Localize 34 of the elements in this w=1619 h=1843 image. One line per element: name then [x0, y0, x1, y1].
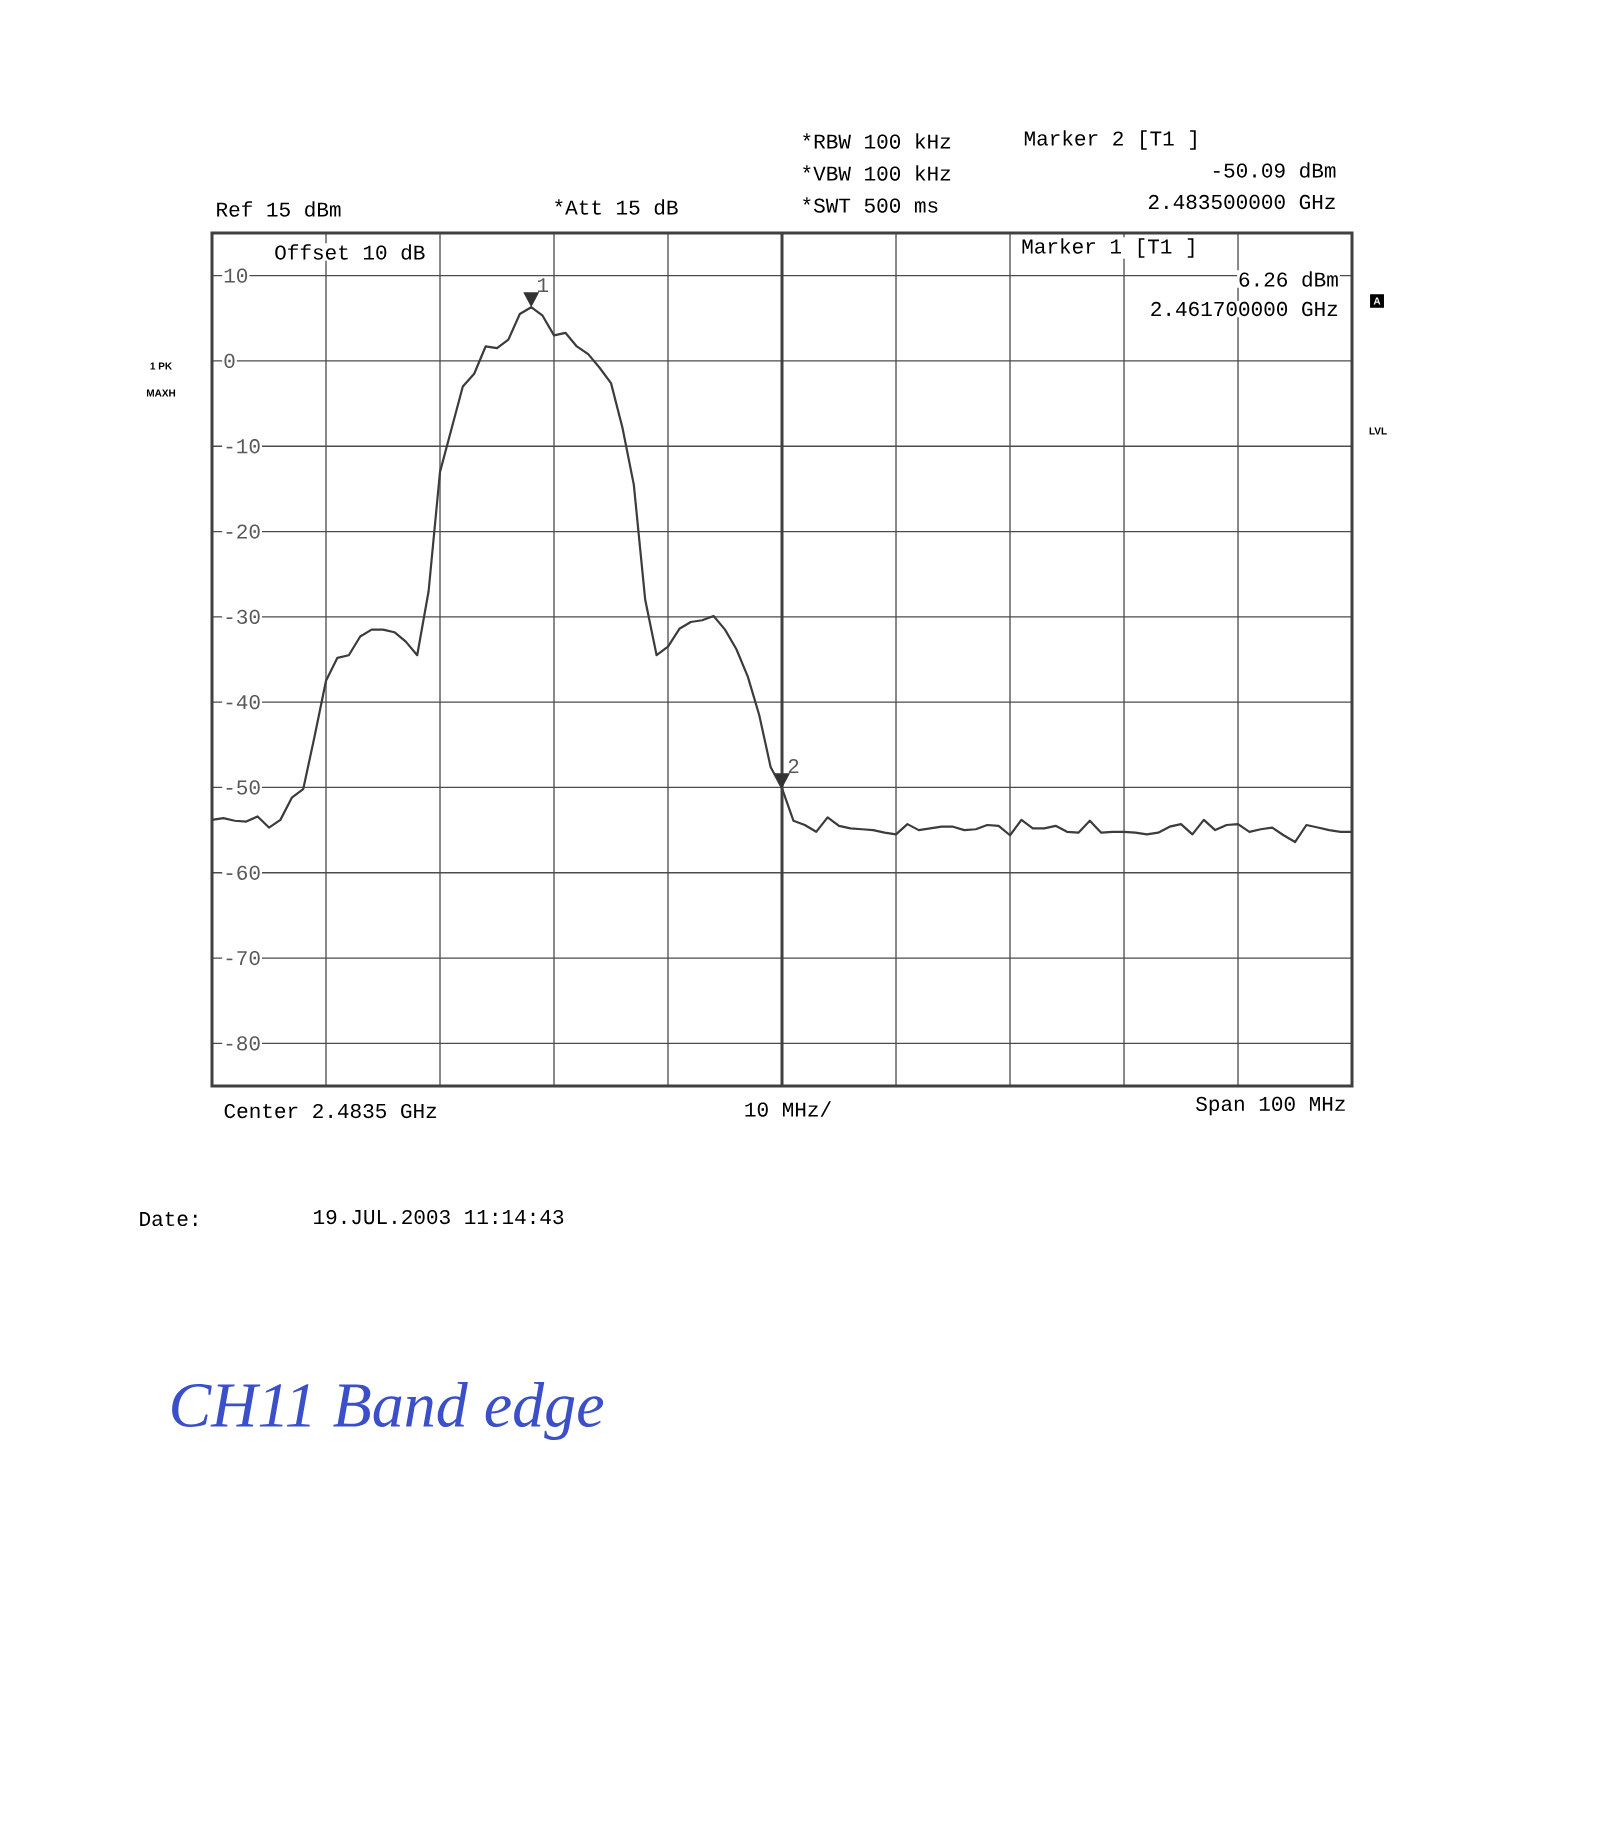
text: -50.09 dBm [1213, 162, 1336, 178]
annotation: 2 [788, 759, 799, 774]
annotation: Offset 10 dB [275, 244, 425, 260]
y-tick-label: -20 [226, 524, 260, 539]
text: LVL [1369, 427, 1387, 435]
text: *Att 15 dB [555, 199, 678, 215]
text: 10 MHz/ [745, 1101, 831, 1117]
y-tick-label: -70 [226, 950, 260, 966]
annotation: Marker 1 [T1 ] [1022, 238, 1194, 258]
y-tick-label: 0 [224, 353, 235, 369]
y-tick-label: -60 [226, 865, 260, 880]
y-tick-label: -80 [226, 1036, 260, 1051]
text: Ref 15 dBm [217, 201, 341, 217]
text: *VBW 100 kHz [803, 165, 951, 181]
annotation: 2.461700000 GHz [1151, 301, 1338, 317]
y-tick-label: -10 [226, 439, 260, 454]
text: Center 2.4835 GHz [224, 1103, 437, 1119]
text: Span 100 MHz [1196, 1096, 1345, 1116]
annotation: 1 [537, 278, 548, 293]
text: Marker 2 [T1 ] [1024, 130, 1196, 150]
text: 2.483500000 GHz [1148, 194, 1335, 210]
annotation: 6.26 dBm [1239, 271, 1338, 287]
y-tick-label: -30 [226, 609, 260, 624]
text: *SWT 500 ms [803, 197, 938, 213]
text: 1 PK [150, 362, 173, 370]
y-tick-label: -50 [226, 780, 260, 795]
text: Date: [140, 1211, 197, 1227]
y-tick-label: 10 [224, 268, 248, 283]
text: 19.JUL.2003 11:14:43 [314, 1209, 564, 1225]
text: *RBW 100 kHz [803, 133, 951, 149]
y-tick-label: -40 [226, 695, 260, 710]
text: MAXH [146, 389, 176, 397]
text: CH11 Band edge [172, 1381, 604, 1441]
text: A [1373, 297, 1381, 305]
